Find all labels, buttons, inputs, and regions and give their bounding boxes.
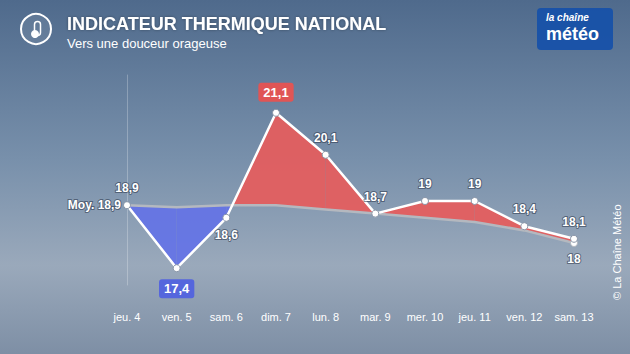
svg-text:18,7: 18,7 xyxy=(364,190,388,204)
svg-text:20,1: 20,1 xyxy=(314,131,338,145)
svg-text:mar. 9: mar. 9 xyxy=(360,311,391,323)
svg-text:18,1: 18,1 xyxy=(562,215,586,229)
svg-text:la chaîne: la chaîne xyxy=(546,12,589,23)
svg-text:Moy. 18,9: Moy. 18,9 xyxy=(68,198,121,212)
svg-text:ven. 5: ven. 5 xyxy=(162,311,192,323)
svg-text:météo: météo xyxy=(546,24,599,44)
svg-text:© La Chaîne Météo: © La Chaîne Météo xyxy=(611,204,623,300)
svg-text:17,4: 17,4 xyxy=(164,281,190,296)
svg-text:jeu. 4: jeu. 4 xyxy=(113,311,141,323)
svg-text:18: 18 xyxy=(567,252,581,266)
svg-text:18,4: 18,4 xyxy=(513,202,537,216)
svg-text:mer. 10: mer. 10 xyxy=(407,311,444,323)
svg-text:sam. 13: sam. 13 xyxy=(554,311,593,323)
svg-text:dim. 7: dim. 7 xyxy=(261,311,291,323)
svg-text:21,1: 21,1 xyxy=(263,85,288,100)
svg-text:sam. 6: sam. 6 xyxy=(210,311,243,323)
svg-text:19: 19 xyxy=(418,177,432,191)
svg-text:Vers une douceur orageuse: Vers une douceur orageuse xyxy=(67,36,227,51)
svg-text:ven. 12: ven. 12 xyxy=(506,311,542,323)
svg-text:19: 19 xyxy=(468,177,482,191)
svg-text:18,9: 18,9 xyxy=(115,181,139,195)
svg-text:INDICATEUR THERMIQUE NATIONAL: INDICATEUR THERMIQUE NATIONAL xyxy=(67,14,386,34)
svg-text:18,6: 18,6 xyxy=(215,228,239,242)
svg-text:lun. 8: lun. 8 xyxy=(312,311,339,323)
svg-text:jeu. 11: jeu. 11 xyxy=(458,311,491,323)
